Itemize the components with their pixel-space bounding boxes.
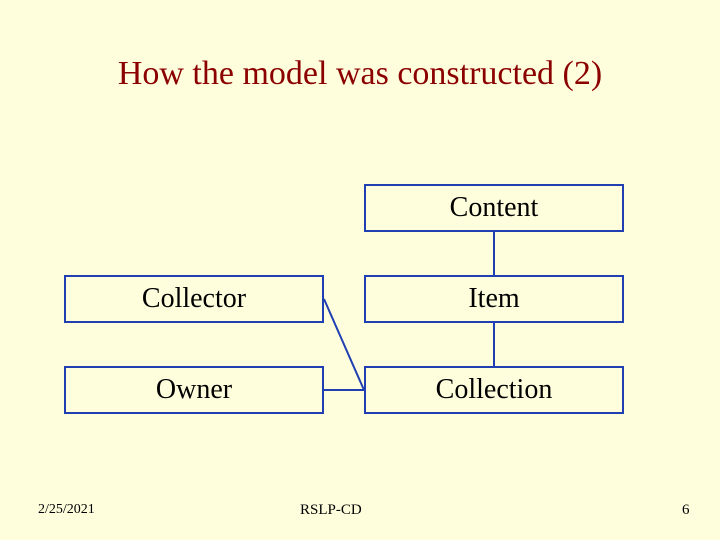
node-content-label: Content (450, 192, 539, 224)
node-content: Content (364, 184, 624, 232)
node-collection-label: Collection (436, 374, 553, 406)
footer-date-text: 2/25/2021 (38, 502, 95, 517)
node-item: Item (364, 275, 624, 323)
footer-page-number: 6 (682, 502, 690, 519)
footer-date: 2/25/2021 (38, 502, 95, 518)
slide-title-text: How the model was constructed (2) (118, 55, 602, 92)
node-collection: Collection (364, 366, 624, 414)
node-owner-label: Owner (156, 374, 232, 406)
node-item-label: Item (468, 283, 519, 315)
node-collector-label: Collector (142, 283, 246, 315)
footer-page-number-text: 6 (682, 502, 690, 518)
slide-title: How the model was constructed (2) (0, 55, 720, 93)
footer-source: RSLP-CD (300, 502, 362, 519)
node-owner: Owner (64, 366, 324, 414)
footer-source-text: RSLP-CD (300, 502, 362, 518)
node-collector: Collector (64, 275, 324, 323)
